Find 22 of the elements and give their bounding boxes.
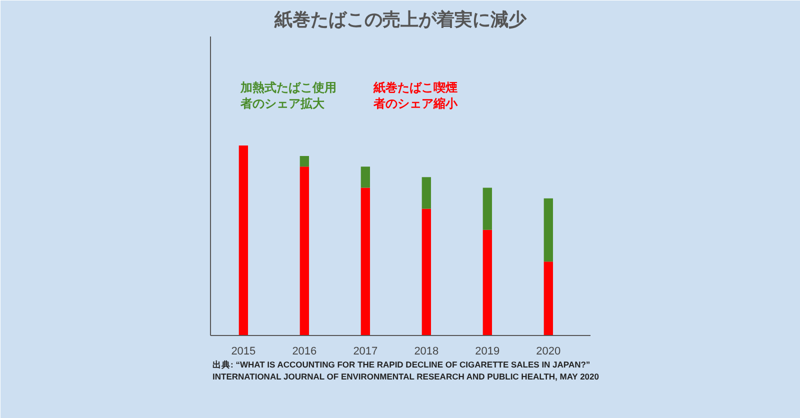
chart-title: 紙巻たばこの売上が着実に減少: [274, 10, 528, 30]
x-tick-label: 2017: [353, 346, 378, 358]
bar: [360, 188, 370, 336]
bar: [482, 230, 492, 336]
x-tick-label: 2019: [475, 346, 500, 358]
bar: [422, 208, 431, 336]
bar: [544, 198, 553, 262]
bar: [300, 156, 310, 167]
x-tick-label: 2015: [231, 346, 256, 358]
text: 加熱式たばこ使用者のシェア拡大: [240, 80, 336, 110]
bar: [300, 166, 310, 336]
text: INTERNATIONAL JOURNAL OF ENVIRONMENTAL RESEARCH AND PUBLIC HEALTH, MAY 2020: [212, 372, 600, 382]
bar: [238, 146, 248, 336]
source-note: 出典: “WHAT IS ACCOUNTING FOR THE RAPID DECLINE OF CIGARETTE SALES IN JAPAN?”: [212, 360, 590, 370]
bar: [360, 166, 370, 188]
bar: [544, 262, 553, 336]
x-tick-label: 2018: [414, 346, 439, 358]
bar: [482, 188, 492, 230]
text: 紙巻たばこ喫煙者のシェア縮小: [372, 80, 458, 110]
x-tick-label: 2020: [536, 346, 561, 358]
bar: [422, 177, 431, 209]
x-tick-label: 2016: [292, 346, 317, 358]
